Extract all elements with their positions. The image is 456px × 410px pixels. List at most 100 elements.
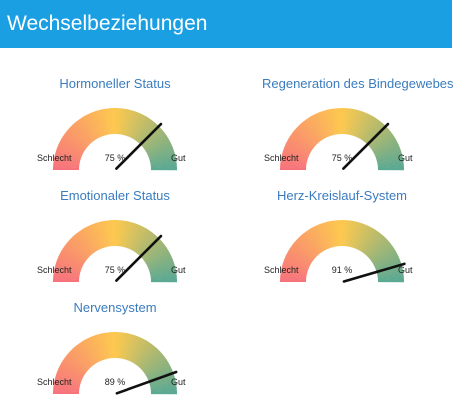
gauge-arc-segment <box>105 332 112 359</box>
gauge-arc-segment <box>377 157 404 165</box>
gauge-dial <box>53 332 178 395</box>
gauge-arc-segment <box>280 275 307 281</box>
gauge-arc-segment <box>53 278 80 282</box>
gauge-arc-segment <box>111 108 116 135</box>
gauge-arc-segment <box>298 123 319 145</box>
gauge-arc-segment <box>147 365 172 380</box>
gauge-needle <box>342 122 390 170</box>
gauge-arc-segment <box>369 242 393 261</box>
gauge-arc-segment <box>149 374 175 385</box>
gauge-arc-segment <box>73 121 93 144</box>
gauge-dial <box>280 108 404 171</box>
gauge-high-label: Gut <box>171 153 186 163</box>
gauge-arc-segment <box>63 245 86 263</box>
gauge-arc-segment <box>53 163 80 169</box>
gauge-arc-segment <box>84 226 99 251</box>
gauge-arc-segment <box>148 147 175 160</box>
gauge-arc-segment <box>150 390 177 395</box>
gauge-arc-segment <box>364 121 384 144</box>
gauge-arc-segment <box>361 230 379 253</box>
gauge-arc-segment <box>280 272 307 279</box>
gauge-arc-segment <box>338 220 343 247</box>
gauge-arc-segment <box>68 125 90 146</box>
gauge-arc-segment <box>116 220 122 247</box>
gauge-high-label: Gut <box>171 377 186 387</box>
gauge-arc-segment <box>377 275 404 281</box>
gauge-arc-segment <box>78 341 96 365</box>
gauge-arc-segment <box>89 336 103 362</box>
gauge-arc-segment <box>66 128 89 148</box>
gauge-arc-segment <box>122 221 132 248</box>
gauge-arc-segment <box>308 228 325 252</box>
gauge-arc-segment <box>95 334 106 360</box>
gauge-arc-segment <box>291 242 315 261</box>
gauge-arc-segment <box>146 363 171 378</box>
gauge-arc-segment <box>358 226 374 251</box>
gauge-arc-segment <box>283 259 309 271</box>
gauge-arc-segment <box>120 220 129 247</box>
gauge-arc-segment <box>302 119 321 143</box>
gauge-arc-segment <box>335 220 341 247</box>
gauge-arc-segment <box>53 390 80 394</box>
gauge-arc-segment <box>313 113 328 138</box>
gauge-arc-segment <box>360 116 376 140</box>
gauge-arc-segment <box>363 119 382 143</box>
gauge-arc-segment <box>116 108 122 135</box>
gauge-arc-segment <box>150 387 177 393</box>
gauge-arc-segment <box>374 141 399 156</box>
gauge-arc-segment <box>367 238 389 259</box>
gauge-arc-segment <box>56 371 82 383</box>
gauge-arc-segment <box>281 153 308 163</box>
gauge-arc-segment <box>139 347 160 369</box>
gauge-arc-segment <box>105 220 112 247</box>
gauge-arc-segment <box>127 336 141 362</box>
gauge-arc-segment <box>53 384 80 391</box>
gauge-arc-segment <box>53 275 80 281</box>
gauge-arc-segment <box>142 354 166 373</box>
gauge-arc-segment <box>142 130 166 149</box>
gauge-low-label: Schlecht <box>264 265 299 275</box>
gauge-arc-segment <box>300 121 320 144</box>
gauge-arc-segment <box>95 110 106 136</box>
gauge-arc-segment <box>84 114 99 139</box>
gauge-arc-segment <box>54 377 81 387</box>
gauge-arc-segment <box>53 160 80 167</box>
gauge-arc-segment <box>286 138 311 154</box>
gauge-arc-segment <box>329 220 337 247</box>
gauge-arc-segment <box>63 133 86 151</box>
gauge-arc-segment <box>373 139 398 154</box>
gauge-arc-segment <box>98 109 108 136</box>
gauge-arc-segment <box>150 272 177 279</box>
gauge-arc-segment <box>342 108 346 135</box>
gauge-arc-segment <box>55 262 81 273</box>
gauge-arc-segment <box>300 233 320 256</box>
gauge-arc-segment <box>368 128 391 148</box>
gauge-arc-segment <box>134 118 152 141</box>
gauge-title: Regeneration des Bindegewebes <box>262 76 454 91</box>
gauge-arc-segment <box>59 250 84 266</box>
gauge-arc-segment <box>280 278 307 282</box>
gauge-arc-segment <box>374 256 400 270</box>
gauge-arc-segment <box>118 108 125 135</box>
gauge-arc-segment <box>280 166 307 170</box>
gauge-arc-segment <box>147 141 172 156</box>
gauge-arc-segment <box>149 262 175 273</box>
gauge-high-label: Gut <box>398 265 413 275</box>
gauge-arc-segment <box>134 342 152 365</box>
gauge-arc-segment <box>63 357 86 375</box>
gauge-arc-segment <box>141 128 164 148</box>
gauge-arc-segment <box>53 380 80 389</box>
gauge-arc-segment <box>284 144 310 158</box>
gauge-arc-segment <box>377 163 404 169</box>
gauge-arc-segment <box>55 374 81 385</box>
gauge-title: Nervensystem <box>73 300 157 315</box>
gauge-arc-segment <box>364 233 384 256</box>
gauge-arc-segment <box>108 332 114 359</box>
gauge-arc-segment <box>102 332 110 359</box>
gauge-arc-segment <box>142 242 166 261</box>
gauge-arc-segment <box>349 221 359 248</box>
gauge-arc-segment <box>377 160 404 167</box>
gauge-arc-segment <box>150 163 177 169</box>
gauge-value-label: 75 % <box>104 265 126 275</box>
gauge-needle <box>115 370 178 395</box>
